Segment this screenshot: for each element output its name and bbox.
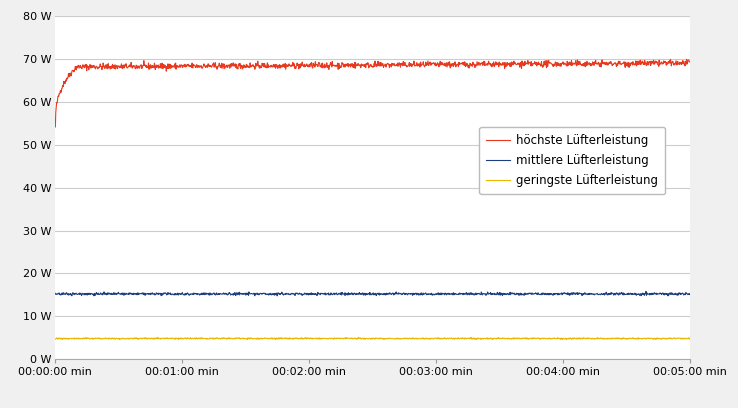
Line: mittlere Lüfterleistung: mittlere Lüfterleistung [55, 291, 690, 296]
mittlere Lüfterleistung [320, 290, 329, 295]
mittlere Lüfterleistung [413, 290, 421, 295]
höchste Lüfterleistung [334, 60, 342, 65]
höchste Lüfterleistung [412, 60, 421, 65]
mittlere Lüfterleistung [273, 293, 282, 298]
höchste Lüfterleistung [51, 124, 60, 129]
geringste Lüfterleistung [100, 336, 109, 341]
mittlere Lüfterleistung [641, 289, 650, 294]
höchste Lüfterleistung [686, 60, 694, 65]
mittlere Lüfterleistung [126, 290, 135, 295]
geringste Lüfterleistung [345, 336, 354, 341]
geringste Lüfterleistung [686, 337, 694, 341]
höchste Lüfterleistung [320, 62, 329, 67]
mittlere Lüfterleistung [51, 291, 60, 296]
geringste Lüfterleistung [558, 337, 567, 342]
Line: höchste Lüfterleistung: höchste Lüfterleistung [55, 59, 690, 127]
höchste Lüfterleistung [126, 62, 135, 67]
mittlere Lüfterleistung [686, 292, 694, 297]
geringste Lüfterleistung [51, 337, 60, 341]
höchste Lüfterleistung [100, 64, 109, 69]
geringste Lüfterleistung [334, 336, 342, 341]
geringste Lüfterleistung [320, 336, 329, 341]
Legend: höchste Lüfterleistung, mittlere Lüfterleistung, geringste Lüfterleistung: höchste Lüfterleistung, mittlere Lüfterl… [480, 126, 665, 194]
mittlere Lüfterleistung [100, 291, 109, 296]
geringste Lüfterleistung [413, 336, 421, 341]
mittlere Lüfterleistung [345, 292, 354, 297]
Line: geringste Lüfterleistung: geringste Lüfterleistung [55, 337, 690, 339]
geringste Lüfterleistung [354, 335, 363, 340]
mittlere Lüfterleistung [334, 292, 342, 297]
höchste Lüfterleistung [682, 57, 691, 62]
höchste Lüfterleistung [345, 62, 354, 67]
geringste Lüfterleistung [126, 336, 135, 341]
